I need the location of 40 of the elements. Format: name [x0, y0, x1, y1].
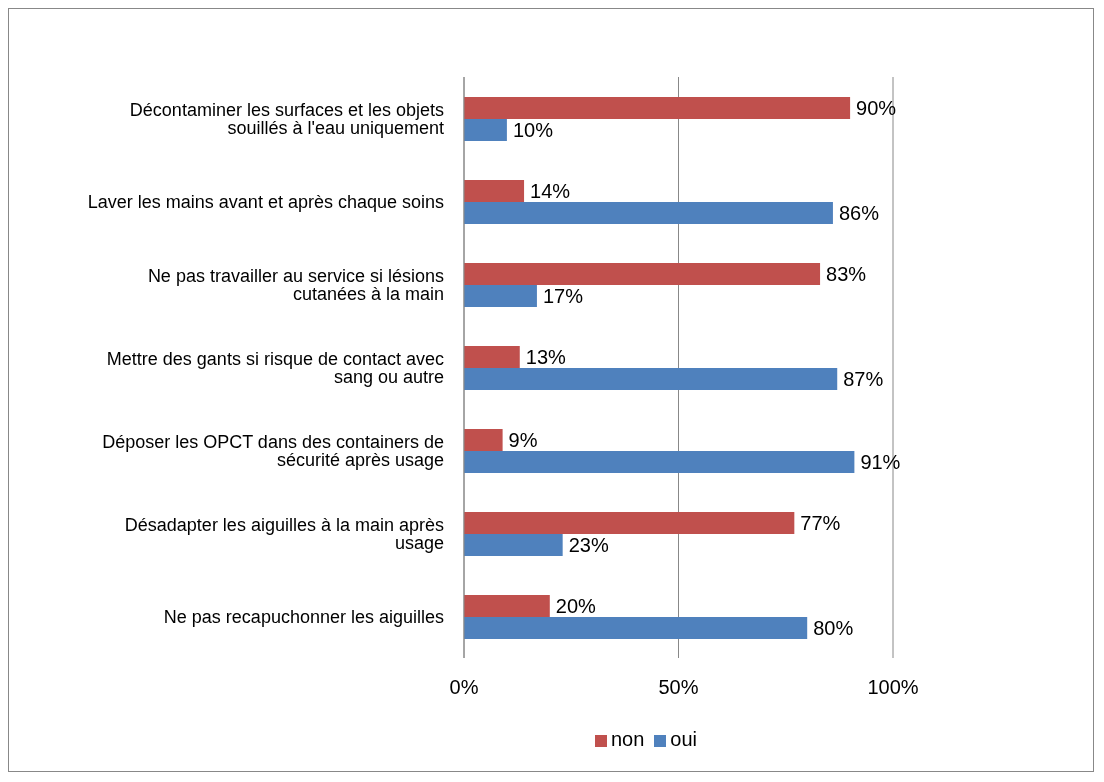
bar [464, 367, 838, 390]
bar [464, 201, 833, 224]
legend-label: oui [670, 728, 698, 750]
data-label: 17% [542, 285, 584, 308]
y-tick-label: Décontaminer les surfaces et les objets souillés à l'eau uniquement [129, 99, 444, 138]
data-label: 10% [512, 119, 554, 142]
data-label: 83% [826, 263, 867, 286]
bar [464, 533, 563, 556]
data-label: 9% [508, 429, 538, 452]
legend-label: non [610, 728, 645, 750]
bar [464, 428, 503, 451]
y-tick-label: Déposer les OPCT dans des containers de sécurité après usage [102, 431, 444, 470]
data-label: 86% [838, 202, 880, 225]
bar [464, 284, 537, 307]
bar [464, 616, 808, 639]
y-tick-label: Ne pas recapuchonner les aiguilles [163, 606, 444, 627]
y-tick-label: Ne pas travailler au service si lésions cutanées à la main [147, 265, 444, 304]
data-label: 77% [800, 512, 841, 535]
bar [464, 96, 851, 119]
x-tick-label: 100% [867, 676, 919, 699]
bar [464, 179, 525, 202]
data-label: 90% [856, 97, 897, 120]
data-label: 13% [525, 346, 567, 369]
bar [464, 262, 821, 285]
bar [464, 594, 550, 617]
y-tick-label: Mettre des gants si risque de contact avec sang ou autre [106, 348, 444, 387]
bar [464, 345, 520, 368]
data-label: 20% [555, 595, 597, 618]
data-label: 80% [813, 617, 854, 640]
y-tick-label: Laver les mains avant et après chaque soins [87, 191, 444, 212]
data-label: 91% [860, 451, 901, 474]
x-tick-label: 0% [449, 676, 479, 699]
bar [464, 118, 507, 141]
bar [464, 450, 855, 473]
bar [464, 511, 795, 534]
data-label: 14% [530, 180, 571, 203]
data-label: 23% [568, 534, 609, 557]
data-label: 87% [843, 368, 884, 391]
x-tick-label: 50% [658, 676, 699, 699]
y-tick-label: Désadapter les aiguilles à la main après usage [124, 514, 444, 553]
